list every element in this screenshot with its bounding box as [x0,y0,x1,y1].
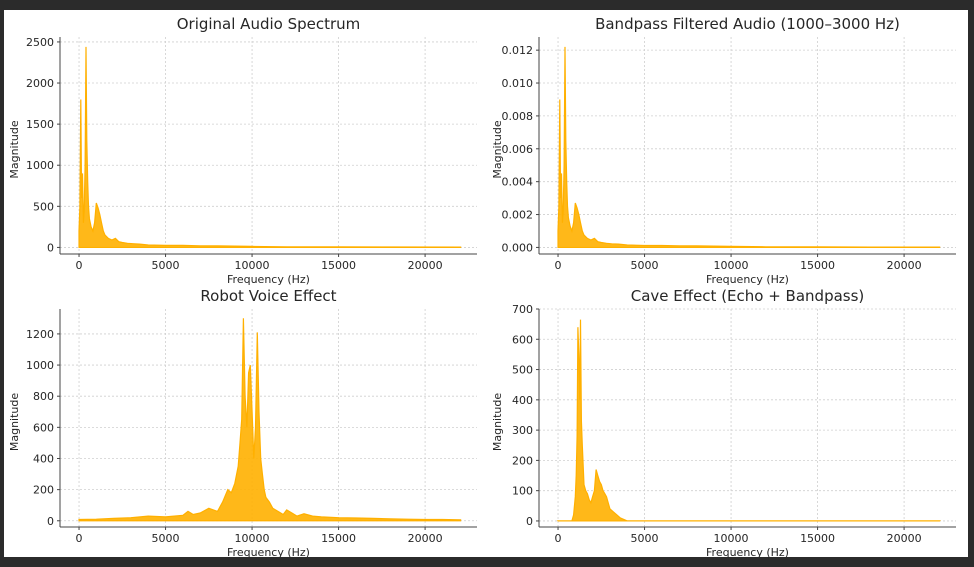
x-tick-label: 0 [76,259,83,272]
x-tick-label: 0 [555,532,562,545]
figure: 0 5000 10000 15000 20000 0 500 1000 1500 2000 2500… [4,10,968,557]
y-tick-label: 0.008 [502,110,534,123]
chart-title: Original Audio Spectrum [177,15,361,33]
chart-panel-1: 0 5000 10000 15000 20000 0 500 1000 1500 2000 2500… [8,15,477,286]
x-tick-label: 5000 [152,259,180,272]
x-tick-label: 10000 [714,259,749,272]
y-tick-label: 1000 [26,159,54,172]
x-axis-label: Frequency (Hz) [706,546,789,557]
chart-panel-2: 0 5000 10000 15000 20000 0.000 0.002 0.004 0.006… [491,15,956,286]
y-tick-label: 0 [47,241,54,254]
x-tick-label: 5000 [631,259,659,272]
y-axis-label: Magnitude [8,120,21,179]
y-tick-label: 200 [512,454,533,467]
x-tick-label: 20000 [887,532,922,545]
y-tick-label: 0.012 [502,44,534,57]
x-axis-label: Frequency (Hz) [227,546,310,557]
x-tick-label: 15000 [800,532,835,545]
y-tick-label: 500 [512,364,533,377]
y-tick-label: 300 [512,424,533,437]
x-tick-label: 10000 [235,532,270,545]
y-axis-label: Magnitude [491,120,504,179]
y-tick-label: 2000 [26,77,54,90]
chart-title: Bandpass Filtered Audio (1000–3000 Hz) [595,15,900,33]
x-tick-label: 0 [76,532,83,545]
y-axis-label: Magnitude [8,393,21,452]
x-tick-label: 0 [555,259,562,272]
y-tick-label: 1200 [26,328,54,341]
chart-panel-3: 0 5000 10000 15000 20000 0 200 400 600 800 1000 120… [8,287,477,557]
y-tick-label: 400 [33,452,54,465]
y-tick-label: 0.010 [502,77,534,90]
chart-title: Robot Voice Effect [200,287,336,305]
y-tick-label: 100 [512,485,533,498]
x-axis-label: Frequency (Hz) [227,273,310,286]
x-tick-label: 20000 [408,532,443,545]
y-tick-label: 0.004 [502,176,534,189]
y-tick-label: 800 [33,390,54,403]
x-tick-label: 5000 [152,532,180,545]
y-tick-label: 0.000 [502,241,534,254]
y-tick-label: 700 [512,303,533,316]
spectrum-series [556,319,941,522]
y-tick-label: 600 [512,333,533,346]
y-tick-label: 600 [33,421,54,434]
y-tick-label: 0.006 [502,143,534,156]
x-tick-label: 10000 [235,259,270,272]
y-tick-label: 1500 [26,118,54,131]
figure-canvas: 0 5000 10000 15000 2000005001000150020002500… [8,15,956,557]
y-tick-label: 200 [33,484,54,497]
y-tick-label: 0.002 [502,209,534,222]
x-tick-label: 15000 [321,259,356,272]
chart-title: Cave Effect (Echo + Bandpass) [631,287,865,305]
spectrum-series [78,318,462,522]
y-tick-label: 0 [47,515,54,528]
y-tick-label: 2500 [26,36,54,49]
x-tick-label: 20000 [408,259,443,272]
y-tick-label: 1000 [26,359,54,372]
x-tick-label: 15000 [321,532,356,545]
x-tick-label: 5000 [631,532,659,545]
y-tick-label: 0 [526,515,533,528]
spectrum-series [78,46,462,249]
chart-panel-4: 0 5000 10000 15000 20000 0 100 200 300 400 500 600 7… [491,287,956,557]
y-tick-label: 400 [512,394,533,407]
x-tick-label: 20000 [887,259,922,272]
y-tick-label: 500 [33,200,54,213]
spectrum-series [557,46,941,249]
x-tick-label: 15000 [800,259,835,272]
x-tick-label: 10000 [714,532,749,545]
y-axis-label: Magnitude [491,393,504,452]
x-axis-label: Frequency (Hz) [706,273,789,286]
